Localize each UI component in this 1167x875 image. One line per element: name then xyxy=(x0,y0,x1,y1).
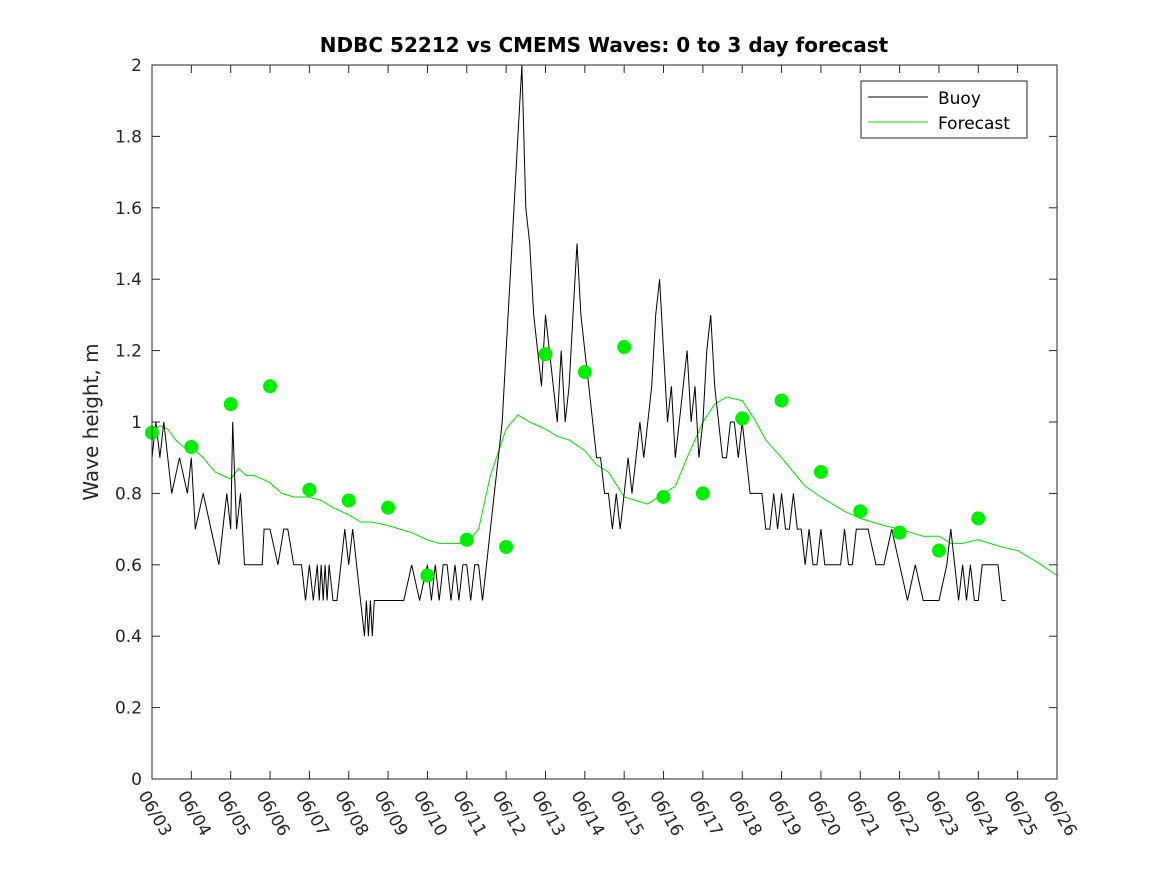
x-tick-label: 06/26 xyxy=(1039,788,1081,840)
forecast-init-marker xyxy=(184,439,199,454)
y-tick-label: 1.2 xyxy=(115,342,142,362)
legend: Buoy Forecast xyxy=(860,80,1028,139)
x-tick-label: 06/09 xyxy=(370,788,412,840)
x-tick-label: 06/14 xyxy=(566,788,608,840)
forecast-init-marker xyxy=(499,539,514,554)
forecast-init-marker xyxy=(971,511,986,526)
forecast-init-marker xyxy=(538,347,553,362)
legend-label-forecast: Forecast xyxy=(938,114,1010,134)
forecast-init-marker xyxy=(341,493,356,508)
x-tick-label: 06/22 xyxy=(881,788,923,840)
forecast-init-marker xyxy=(695,486,710,501)
forecast-init-marker xyxy=(577,365,592,380)
forecast-init-marker xyxy=(302,482,317,497)
forecast-init-marker xyxy=(892,525,907,540)
x-tick-label: 06/21 xyxy=(842,788,884,840)
forecast-init-marker xyxy=(735,411,750,426)
legend-label-buoy: Buoy xyxy=(938,89,981,109)
x-tick-label: 06/08 xyxy=(330,788,372,840)
y-tick-label: 1.8 xyxy=(115,127,142,147)
x-tick-label: 06/10 xyxy=(409,788,451,840)
forecast-init-marker xyxy=(263,379,278,394)
y-tick-label: 0.4 xyxy=(115,627,142,647)
forecast-init-marker xyxy=(813,464,828,479)
y-tick-label: 1.4 xyxy=(115,270,142,290)
x-tick-label: 06/25 xyxy=(999,788,1041,840)
x-tick-label: 06/07 xyxy=(291,788,333,840)
x-tick-label: 06/15 xyxy=(606,788,648,840)
y-tick-label: 1 xyxy=(131,413,142,433)
x-tick-label: 06/04 xyxy=(173,788,215,840)
forecast-init-marker xyxy=(459,532,474,547)
y-tick-label: 2 xyxy=(131,56,142,76)
chart-title: NDBC 52212 vs CMEMS Waves: 0 to 3 day fo… xyxy=(320,33,889,57)
x-tick-label: 06/19 xyxy=(763,788,805,840)
forecast-init-marker xyxy=(420,568,435,583)
x-tick-label: 06/17 xyxy=(685,788,727,840)
y-tick-label: 0.6 xyxy=(115,556,142,576)
x-tick-label: 06/06 xyxy=(252,788,294,840)
x-tick-label: 06/23 xyxy=(921,788,963,840)
y-tick-label: 0.2 xyxy=(115,699,142,719)
y-tick-label: 0 xyxy=(131,770,142,790)
forecast-init-marker xyxy=(223,397,238,412)
x-tick-label: 06/11 xyxy=(448,788,490,840)
forecast-init-marker xyxy=(656,489,671,504)
forecast-init-marker xyxy=(931,543,946,558)
x-tick-label: 06/18 xyxy=(724,788,766,840)
y-axis-ticks: 0 0.2 0.4 0.6 0.8 1 1.2 1.4 1.6 1.8 2 xyxy=(115,56,1057,790)
series-line-buoy xyxy=(151,64,1006,637)
marker-layer xyxy=(145,340,986,583)
y-tick-label: 1.6 xyxy=(115,199,142,219)
forecast-init-marker xyxy=(853,504,868,519)
x-tick-label: 06/13 xyxy=(527,788,569,840)
forecast-init-marker xyxy=(774,393,789,408)
y-tick-label: 0.8 xyxy=(115,484,142,504)
y-axis-label: Wave height, m xyxy=(79,343,103,500)
x-tick-label: 06/16 xyxy=(645,788,687,840)
x-tick-label: 06/12 xyxy=(488,788,530,840)
x-tick-label: 06/24 xyxy=(960,788,1002,840)
legend-box xyxy=(860,80,1028,139)
forecast-init-marker xyxy=(381,500,396,515)
x-tick-label: 06/03 xyxy=(134,788,176,840)
x-tick-label: 06/20 xyxy=(803,788,845,840)
plot-area xyxy=(152,65,1057,779)
forecast-init-marker xyxy=(617,340,632,355)
x-tick-label: 06/05 xyxy=(212,788,254,840)
